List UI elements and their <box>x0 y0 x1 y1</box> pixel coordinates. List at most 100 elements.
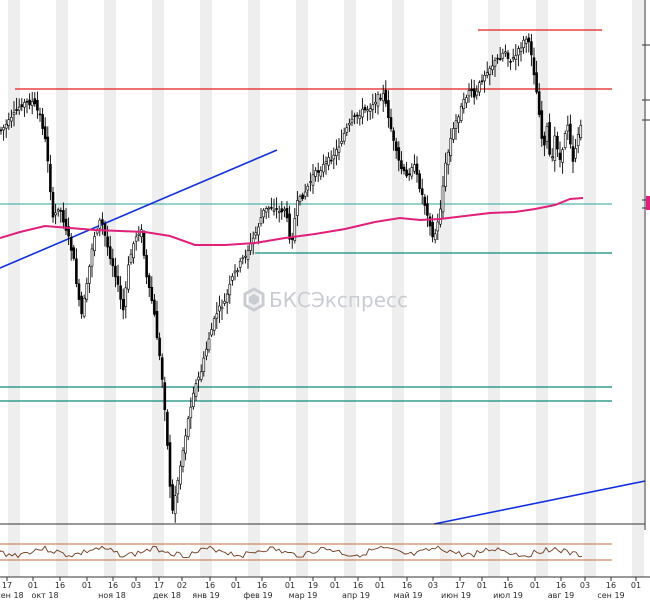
x-day-label: 17 <box>154 581 164 590</box>
candle-body <box>301 194 304 199</box>
x-month-label: окт 18 <box>31 591 58 600</box>
candle-body <box>179 465 182 485</box>
candle-body <box>270 207 273 209</box>
candle-body <box>147 275 151 288</box>
candle-body <box>511 57 515 60</box>
candle-body <box>522 39 525 48</box>
x-month-label: ноя 18 <box>98 591 126 600</box>
candle-body <box>119 285 122 300</box>
candle-body <box>431 221 434 238</box>
grid-band <box>200 0 212 577</box>
candle-body <box>548 122 551 155</box>
candle-body <box>101 219 104 224</box>
candle-body <box>59 210 63 212</box>
candle-body <box>163 382 167 410</box>
candle-body <box>75 258 78 285</box>
x-day-label: 01 <box>82 581 92 590</box>
moving-average-line <box>0 197 584 246</box>
candle-body <box>215 313 219 319</box>
candle-body <box>441 185 445 213</box>
candle-body <box>309 181 312 183</box>
candle-body <box>561 149 564 163</box>
candle-body <box>550 156 554 159</box>
candle-body <box>69 237 73 251</box>
candle-body <box>506 52 510 59</box>
candle-body <box>132 243 135 259</box>
candle-body <box>493 60 497 67</box>
candle-body <box>579 124 583 138</box>
candle-body <box>384 89 388 104</box>
candle-body <box>264 208 268 213</box>
candle-body <box>332 154 336 160</box>
grid-band <box>104 0 116 577</box>
candle-body <box>93 236 96 251</box>
candle-body <box>90 248 94 267</box>
candle-body <box>418 173 421 189</box>
x-month-label: авг 19 <box>548 591 575 600</box>
x-day-label: 01 <box>530 581 540 590</box>
candle-body <box>41 114 44 129</box>
horizontal-levels <box>0 29 612 402</box>
candle-body <box>184 435 187 454</box>
candle-body <box>114 265 117 278</box>
x-day-label: 16 <box>503 581 513 590</box>
grid-band <box>152 0 164 577</box>
candle-body <box>348 123 351 126</box>
candle-body <box>275 208 278 210</box>
x-day-label: 16 <box>257 581 267 590</box>
x-day-label: 01 <box>231 581 241 590</box>
candle-body <box>379 97 382 100</box>
candle-body <box>353 115 356 117</box>
candle-body <box>231 276 234 281</box>
candle-body <box>88 266 91 284</box>
candle-body <box>121 299 125 311</box>
candle-body <box>340 141 343 144</box>
candle-body <box>446 151 450 166</box>
candle-body <box>439 208 442 225</box>
grid-band <box>56 0 68 577</box>
x-month-label: дек 18 <box>153 591 181 600</box>
grid-band <box>8 0 20 577</box>
candle-body <box>543 135 546 146</box>
candle-body <box>145 254 148 278</box>
candle-body <box>30 101 34 106</box>
candle-body <box>392 130 395 141</box>
candle-body <box>142 232 146 256</box>
x-day-label: 01 <box>375 581 385 590</box>
candle-body <box>140 229 143 238</box>
candle-body <box>225 293 229 303</box>
candle-body <box>571 146 575 162</box>
candle-body <box>337 146 341 153</box>
bks-logo-icon <box>243 287 265 312</box>
candle-body <box>488 67 492 75</box>
candle-body <box>558 152 562 160</box>
x-day-label: 16 <box>55 581 65 590</box>
candle-body <box>316 170 320 173</box>
candle-body <box>12 112 16 116</box>
candle-body <box>64 218 68 231</box>
candle-body <box>459 105 463 121</box>
candle-body <box>267 207 271 210</box>
candle-body <box>82 297 86 317</box>
candle-body <box>2 127 5 131</box>
candle-body <box>111 258 115 267</box>
candle-body <box>319 170 323 177</box>
candle-body <box>4 123 8 129</box>
candle-body <box>576 134 580 146</box>
candle-body <box>556 135 559 150</box>
candle-body <box>296 200 299 216</box>
x-month-label: янв 19 <box>192 591 219 600</box>
price-marker <box>646 196 650 210</box>
x-day-label: 16 <box>402 581 412 590</box>
candle-body <box>238 260 242 268</box>
candle-body <box>199 371 203 380</box>
candle-body <box>150 286 154 302</box>
x-month-label: сен 18 <box>0 591 24 600</box>
candle-body <box>228 283 232 296</box>
candle-body <box>293 218 297 241</box>
trendlines <box>0 149 646 525</box>
x-day-label: 01 <box>285 581 295 590</box>
candle-body <box>116 276 120 285</box>
candle-body <box>342 133 346 142</box>
x-month-label: апр 19 <box>342 591 370 600</box>
